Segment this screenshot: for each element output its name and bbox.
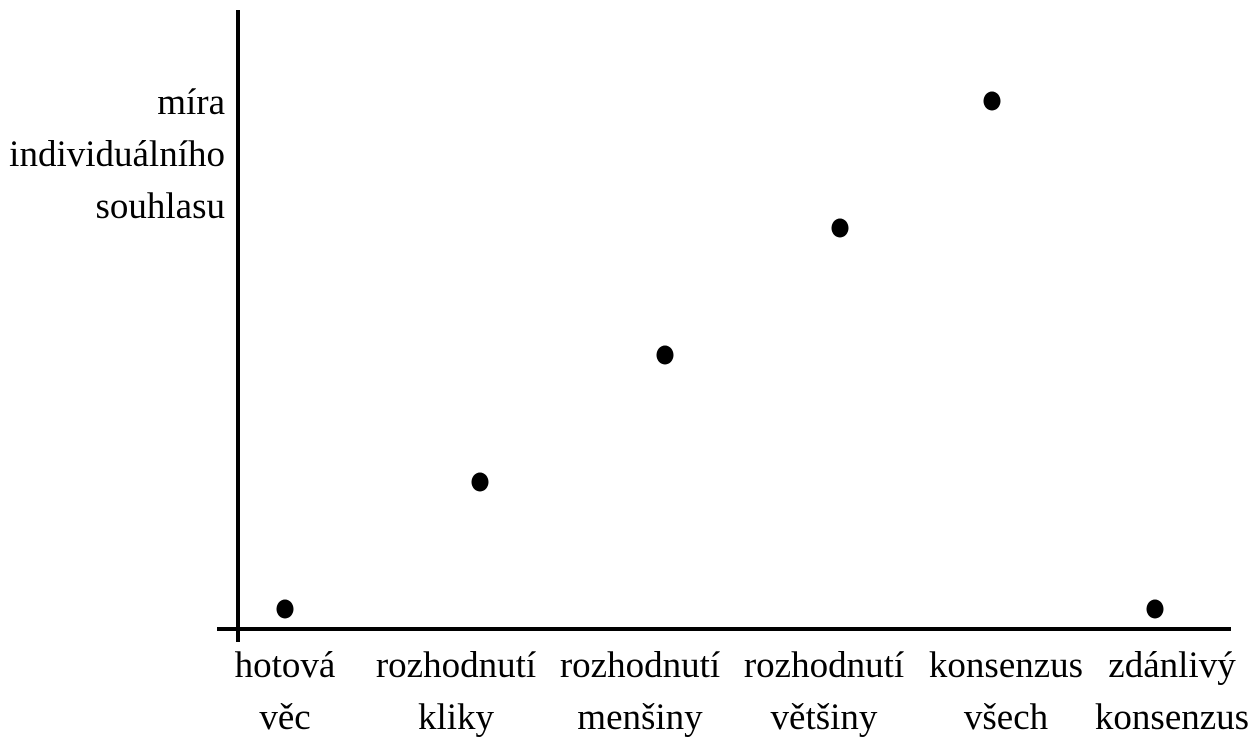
x-tick-labels: hotová věc rozhodnutí kliky rozhodnutí m… <box>235 645 1249 738</box>
data-point <box>983 91 1001 111</box>
x-tick-label-3-line-1: rozhodnutí <box>560 645 720 686</box>
y-axis-label-line-1: míra <box>157 82 225 123</box>
x-tick-label-6-line-1: zdánlivý <box>1108 645 1236 686</box>
x-tick-label-3-line-2: menšiny <box>577 697 703 738</box>
data-point <box>471 472 489 492</box>
x-tick-label-1-line-2: věc <box>259 697 310 738</box>
y-axis-label-line-2: individuálního <box>9 134 225 175</box>
x-tick-label-5-line-2: všech <box>964 697 1049 738</box>
data-point <box>1146 599 1164 619</box>
data-points <box>276 91 1164 619</box>
x-tick-label-4-line-1: rozhodnutí <box>744 645 904 686</box>
x-tick-label-1-line-1: hotová <box>235 645 336 686</box>
x-tick-label-6-line-2: konsenzus <box>1095 697 1249 738</box>
data-point <box>656 345 674 365</box>
x-tick-label-5-line-1: konsenzus <box>929 645 1083 686</box>
x-tick-label-4-line-2: většiny <box>771 697 878 738</box>
data-point <box>276 599 294 619</box>
y-axis-label-line-3: souhlasu <box>96 186 226 227</box>
y-axis-label: míra individuálního souhlasu <box>9 82 225 227</box>
x-tick-label-2-line-1: rozhodnutí <box>376 645 536 686</box>
x-tick-label-2-line-2: kliky <box>418 697 495 738</box>
data-point <box>831 218 849 238</box>
